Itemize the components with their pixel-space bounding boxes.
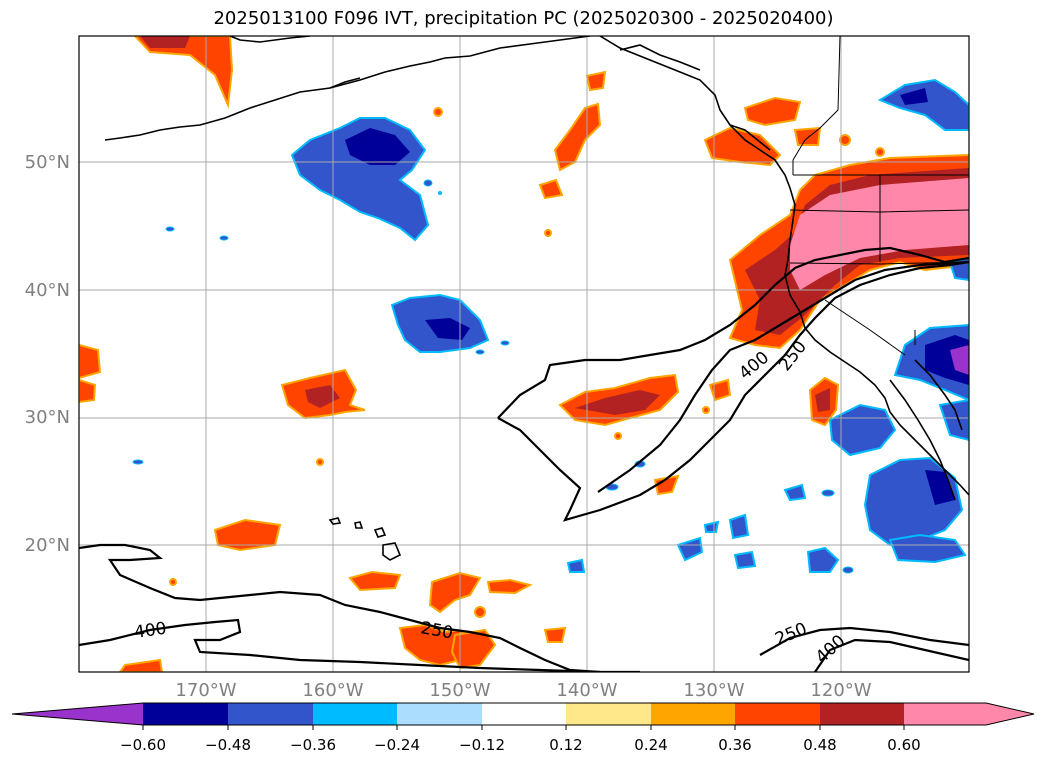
lon-tick-label: 120°W [810,680,872,701]
lat-tick-label: 40°N [24,280,70,301]
contour-label: 250 [772,619,810,650]
coastlines [104,36,969,561]
colorbar-tick-label: −0.48 [205,736,251,754]
lat-tick-label: 30°N [24,407,70,428]
lat-tick-label: 20°N [24,535,70,556]
borders [789,36,969,356]
contour-label: 400 [133,619,168,643]
colorbar-segment [228,703,313,725]
contour-label: 400 [735,348,773,384]
grid-lines [79,36,969,672]
colorbar-tick-label: −0.12 [459,736,505,754]
colorbar-segment [397,703,482,725]
colorbar-tick-label: 0.60 [887,736,921,754]
plot-frame [78,35,970,673]
colorbar-segment [313,703,397,725]
colorbar-segment [820,703,904,725]
colorbar-tick-label: 0.36 [718,736,752,754]
colorbar-tick-label: −0.24 [374,736,420,754]
colorbar-segment [735,703,820,725]
map-title: 2025013100 F096 IVT, precipitation PC (2… [213,8,834,29]
colorbar-low-extend [12,703,143,725]
colorbar-tick-label: −0.36 [290,736,336,754]
colorbar-tick-label: −0.60 [120,736,166,754]
lon-tick-label: 170°W [175,680,237,701]
colorbar-segment [482,703,566,725]
lon-tick-label: 150°W [429,680,491,701]
lat-tick-label: 50°N [24,152,70,173]
lon-tick-label: 140°W [556,680,618,701]
colorbar-segment [904,703,986,725]
colorbar-high-extend [986,703,1034,725]
colorbar-tick-label: 0.48 [803,736,837,754]
negative-anomaly-regions [132,78,969,574]
colorbar [11,702,1035,730]
contour-label: 400 [812,631,850,668]
colorbar-segment [143,703,228,725]
positive-anomaly-regions [79,36,969,672]
colorbar-tick-label: 0.12 [549,736,583,754]
lon-tick-label: 130°W [683,680,745,701]
colorbar-tick-label: 0.24 [634,736,668,754]
colorbar-segment [651,703,735,725]
lon-tick-label: 160°W [302,680,364,701]
colorbar-segment [566,703,651,725]
ivt-contours [79,246,969,672]
